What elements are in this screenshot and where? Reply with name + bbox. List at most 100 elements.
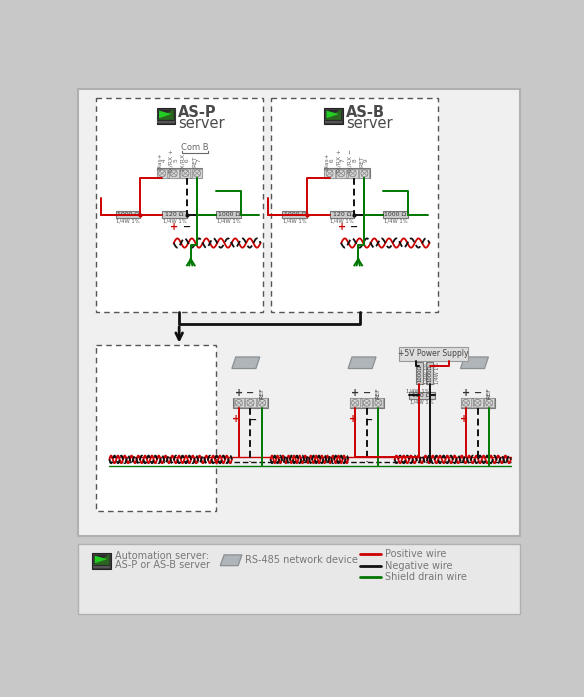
Text: 6: 6 xyxy=(329,159,335,164)
Bar xyxy=(257,398,267,408)
Polygon shape xyxy=(159,111,172,118)
Text: −: − xyxy=(363,388,371,398)
Bar xyxy=(324,108,343,123)
Polygon shape xyxy=(232,357,260,369)
Text: TX/RX +: TX/RX + xyxy=(169,149,174,174)
Text: 1/4W 1%: 1/4W 1% xyxy=(163,219,186,224)
Text: AS-P: AS-P xyxy=(178,105,217,121)
Text: REF: REF xyxy=(260,388,265,399)
Text: −: − xyxy=(350,222,359,232)
Bar xyxy=(383,211,408,218)
Bar xyxy=(158,109,175,121)
Text: 1/4W 1%: 1/4W 1% xyxy=(116,219,140,224)
Polygon shape xyxy=(326,111,339,118)
Polygon shape xyxy=(220,555,242,566)
Bar xyxy=(416,362,423,384)
Text: Com B: Com B xyxy=(181,143,208,152)
Text: +: + xyxy=(349,414,357,424)
Bar xyxy=(329,211,354,218)
Text: 1/4W 1%: 1/4W 1% xyxy=(217,219,241,224)
Bar xyxy=(96,98,263,312)
Bar xyxy=(158,121,175,122)
Bar xyxy=(272,98,438,312)
Bar xyxy=(93,566,110,567)
Bar xyxy=(192,169,202,178)
Bar xyxy=(350,398,384,408)
Text: +: + xyxy=(171,222,179,232)
Text: 1/4W 1%: 1/4W 1% xyxy=(410,399,433,404)
Bar xyxy=(78,89,520,537)
Text: −: − xyxy=(474,388,482,398)
Bar xyxy=(93,567,110,568)
Bar xyxy=(484,398,494,408)
Polygon shape xyxy=(158,109,174,120)
Text: server: server xyxy=(178,116,225,131)
Bar xyxy=(472,398,482,408)
Text: 1/4W 1%: 1/4W 1% xyxy=(283,219,307,224)
Text: 8: 8 xyxy=(353,159,358,164)
Text: 1/4W 1%: 1/4W 1% xyxy=(425,362,429,384)
Text: 1/4W 1%: 1/4W 1% xyxy=(330,219,354,224)
Polygon shape xyxy=(95,556,107,563)
Text: −: − xyxy=(249,414,257,424)
Text: 120 Ω: 120 Ω xyxy=(412,393,431,398)
Bar xyxy=(93,554,110,566)
Bar xyxy=(398,347,468,361)
Text: +: + xyxy=(235,388,243,398)
Bar xyxy=(234,398,244,408)
Text: Bias+: Bias+ xyxy=(157,153,162,170)
Bar xyxy=(325,109,342,121)
Text: 1000Ω: 1000Ω xyxy=(427,365,432,382)
Bar xyxy=(157,108,175,123)
Text: −: − xyxy=(183,222,191,232)
Bar xyxy=(158,122,175,123)
Text: 120 Ω: 120 Ω xyxy=(165,212,184,217)
Bar xyxy=(180,169,190,178)
Polygon shape xyxy=(348,357,376,369)
Polygon shape xyxy=(93,554,109,565)
Text: 6: 6 xyxy=(185,159,190,164)
Text: 1/4W 1%: 1/4W 1% xyxy=(434,362,439,384)
Text: RS-485 network device: RS-485 network device xyxy=(245,556,358,565)
Text: 1/4W 1%: 1/4W 1% xyxy=(406,388,430,393)
Text: 1000 Ω: 1000 Ω xyxy=(384,212,406,217)
Bar xyxy=(245,398,256,408)
Bar xyxy=(282,211,307,218)
Text: 1/4W 1%: 1/4W 1% xyxy=(384,219,407,224)
Bar xyxy=(157,169,167,178)
Bar xyxy=(96,346,217,511)
Bar xyxy=(347,169,358,178)
Text: 4: 4 xyxy=(162,159,167,164)
Text: RET: RET xyxy=(192,155,197,167)
Text: Bias+: Bias+ xyxy=(325,153,329,170)
Text: 1000 Ω: 1000 Ω xyxy=(117,212,139,217)
Text: TX/RX -: TX/RX - xyxy=(180,151,185,172)
Polygon shape xyxy=(461,357,488,369)
Text: 7: 7 xyxy=(341,158,346,164)
Bar xyxy=(162,211,187,218)
Text: +: + xyxy=(232,414,241,424)
Text: 9: 9 xyxy=(364,159,370,164)
Bar xyxy=(325,122,342,123)
Text: REF: REF xyxy=(486,388,492,399)
Text: AS-B: AS-B xyxy=(346,105,385,121)
Bar xyxy=(461,398,495,408)
Text: REF: REF xyxy=(376,388,381,399)
Text: TX/RX +: TX/RX + xyxy=(336,149,341,174)
Text: TX/RX −: TX/RX − xyxy=(348,149,353,174)
Bar xyxy=(426,362,433,384)
Bar xyxy=(169,169,179,178)
Text: 5: 5 xyxy=(174,158,179,164)
Text: +: + xyxy=(460,414,468,424)
Bar xyxy=(361,398,372,408)
Bar xyxy=(336,169,346,178)
Bar xyxy=(409,392,435,399)
Text: +: + xyxy=(338,222,346,232)
Text: AS-P or AS-B server: AS-P or AS-B server xyxy=(115,560,210,570)
Text: RET: RET xyxy=(359,155,364,167)
Text: Automation server:: Automation server: xyxy=(115,551,209,561)
Text: −: − xyxy=(246,388,255,398)
Bar xyxy=(373,398,383,408)
Text: Positive wire: Positive wire xyxy=(385,549,447,559)
Text: 1000 Ω: 1000 Ω xyxy=(283,212,306,217)
